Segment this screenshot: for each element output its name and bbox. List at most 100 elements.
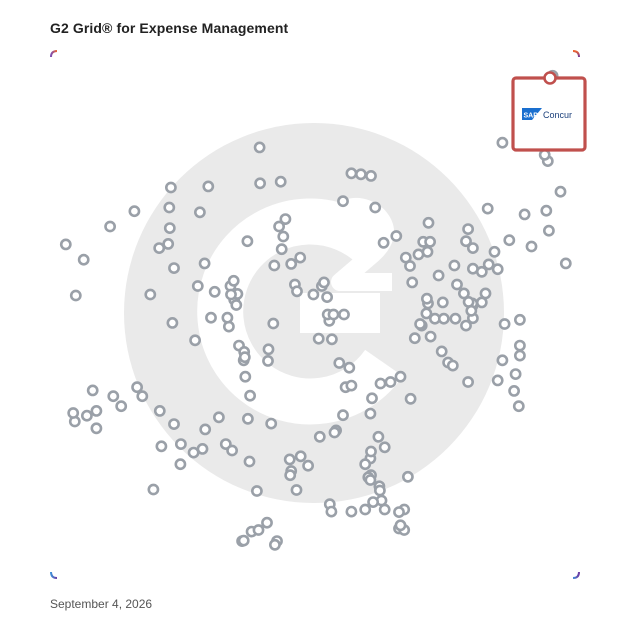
vendor-point[interactable]: [294, 450, 307, 463]
vendor-point[interactable]: [241, 412, 254, 425]
vendor-point[interactable]: [241, 235, 254, 248]
vendor-point[interactable]: [333, 357, 346, 369]
vendor-point[interactable]: [147, 483, 160, 496]
vendor-point[interactable]: [404, 392, 417, 405]
vendor-point[interactable]: [221, 311, 234, 324]
vendor-point[interactable]: [449, 312, 462, 325]
vendor-point[interactable]: [509, 368, 522, 380]
vendor-point[interactable]: [290, 484, 303, 496]
vendor-point[interactable]: [208, 285, 221, 298]
vendor-point[interactable]: [345, 505, 358, 518]
vendor-point[interactable]: [107, 390, 120, 403]
vendor-point[interactable]: [273, 220, 285, 233]
vendor-point[interactable]: [162, 237, 175, 250]
vendor-point[interactable]: [268, 538, 281, 551]
vendor-point[interactable]: [554, 185, 567, 198]
vendor-point[interactable]: [136, 390, 149, 403]
vendor-point[interactable]: [90, 404, 103, 417]
vendor-point[interactable]: [408, 332, 421, 345]
vendor-point[interactable]: [67, 407, 80, 419]
vendor-point[interactable]: [367, 496, 379, 508]
vendor-point[interactable]: [81, 409, 93, 422]
vendor-point[interactable]: [518, 208, 531, 221]
vendor-point[interactable]: [227, 274, 240, 287]
vendor-point[interactable]: [343, 361, 356, 374]
highlight-callout[interactable]: SAP Concur: [511, 71, 587, 152]
vendor-point[interactable]: [328, 426, 341, 439]
vendor-point[interactable]: [199, 423, 212, 436]
vendor-point[interactable]: [225, 288, 237, 301]
vendor-point[interactable]: [163, 201, 176, 214]
vendor-point[interactable]: [384, 376, 397, 388]
vendor-point[interactable]: [265, 417, 278, 430]
vendor-point[interactable]: [312, 332, 325, 345]
vendor-point[interactable]: [378, 503, 391, 516]
vendor-point[interactable]: [153, 404, 166, 417]
vendor-point[interactable]: [115, 400, 128, 413]
vendor-point[interactable]: [420, 292, 433, 305]
vendor-point[interactable]: [198, 257, 211, 270]
vendor-point[interactable]: [86, 384, 99, 397]
vendor-point[interactable]: [465, 304, 478, 317]
vendor-point[interactable]: [491, 374, 504, 387]
vendor-point[interactable]: [365, 445, 377, 458]
vendor-point[interactable]: [374, 377, 387, 390]
vendor-point[interactable]: [174, 438, 187, 450]
vendor-point[interactable]: [345, 379, 358, 392]
vendor-point[interactable]: [163, 222, 176, 234]
vendor-point[interactable]: [104, 220, 116, 233]
vendor-point[interactable]: [153, 242, 166, 254]
vendor-point[interactable]: [366, 392, 378, 405]
vendor-point[interactable]: [277, 230, 290, 243]
vendor-point[interactable]: [514, 313, 526, 326]
vendor-point[interactable]: [202, 180, 215, 193]
vendor-point[interactable]: [174, 458, 187, 471]
vendor-point[interactable]: [262, 354, 274, 367]
vendor-point[interactable]: [325, 333, 338, 346]
vendor-point[interactable]: [252, 524, 265, 536]
vendor-point[interactable]: [262, 343, 275, 356]
vendor-point[interactable]: [226, 444, 238, 457]
vendor-point[interactable]: [168, 418, 180, 430]
vendor-point[interactable]: [488, 245, 501, 258]
vendor-point[interactable]: [543, 224, 555, 237]
vendor-point[interactable]: [394, 370, 407, 383]
vendor-point[interactable]: [354, 168, 367, 181]
vendor-point[interactable]: [144, 288, 157, 301]
vendor-point[interactable]: [460, 235, 472, 248]
vendor-point[interactable]: [420, 307, 433, 320]
vendor-point[interactable]: [302, 459, 314, 472]
vendor-point[interactable]: [193, 206, 206, 219]
vendor-point[interactable]: [243, 455, 256, 468]
vendor-point[interactable]: [164, 181, 177, 194]
vendor-point[interactable]: [479, 287, 492, 300]
vendor-point[interactable]: [345, 167, 358, 180]
vendor-point[interactable]: [131, 381, 143, 394]
vendor-point[interactable]: [508, 384, 520, 397]
vendor-point[interactable]: [77, 253, 90, 266]
vendor-point[interactable]: [253, 141, 266, 154]
vendor-point[interactable]: [205, 311, 217, 324]
vendor-point[interactable]: [448, 259, 461, 272]
vendor-point[interactable]: [365, 169, 377, 182]
vendor-point[interactable]: [496, 354, 509, 367]
vendor-point[interactable]: [166, 316, 179, 329]
vendor-point[interactable]: [512, 400, 525, 413]
vendor-point[interactable]: [424, 235, 436, 248]
vendor-point[interactable]: [239, 370, 252, 383]
vendor-point[interactable]: [481, 202, 494, 215]
vendor-point[interactable]: [90, 422, 103, 435]
vendor-point[interactable]: [279, 213, 292, 225]
vendor-point[interactable]: [457, 287, 470, 300]
vendor-point[interactable]: [337, 195, 349, 208]
vendor-point[interactable]: [462, 223, 474, 235]
vendor-point[interactable]: [372, 430, 385, 443]
vendor-point[interactable]: [283, 453, 296, 466]
vendor-point[interactable]: [230, 299, 243, 311]
vendor-point[interactable]: [359, 458, 372, 471]
vendor-point[interactable]: [318, 276, 330, 289]
vendor-point[interactable]: [378, 441, 391, 454]
vendor-point[interactable]: [274, 175, 287, 188]
vendor-point[interactable]: [128, 205, 141, 218]
vendor-point[interactable]: [212, 411, 225, 424]
